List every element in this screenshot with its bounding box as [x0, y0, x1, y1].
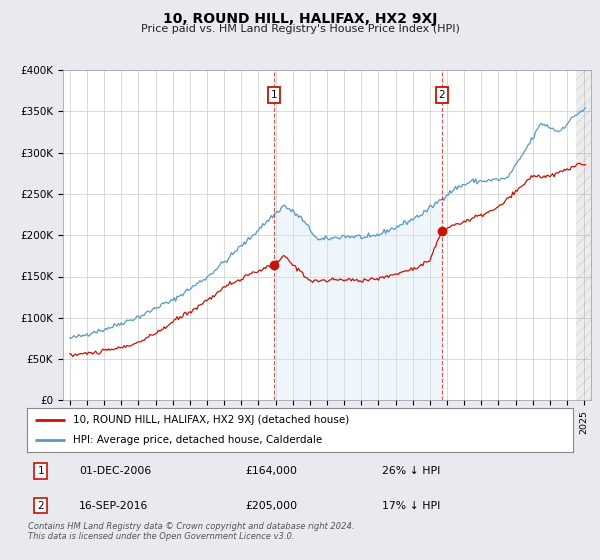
Text: 10, ROUND HILL, HALIFAX, HX2 9XJ (detached house): 10, ROUND HILL, HALIFAX, HX2 9XJ (detach… [73, 415, 350, 425]
Text: 1: 1 [271, 90, 277, 100]
Text: £205,000: £205,000 [245, 501, 298, 511]
Text: £164,000: £164,000 [245, 466, 298, 477]
Text: 1: 1 [37, 466, 44, 477]
Text: 2: 2 [439, 90, 445, 100]
Text: 10, ROUND HILL, HALIFAX, HX2 9XJ: 10, ROUND HILL, HALIFAX, HX2 9XJ [163, 12, 437, 26]
Text: Price paid vs. HM Land Registry's House Price Index (HPI): Price paid vs. HM Land Registry's House … [140, 24, 460, 34]
Text: 26% ↓ HPI: 26% ↓ HPI [382, 466, 440, 477]
Bar [575, 70, 591, 400]
Text: HPI: Average price, detached house, Calderdale: HPI: Average price, detached house, Cald… [73, 435, 323, 445]
Text: 2: 2 [37, 501, 44, 511]
Text: Contains HM Land Registry data © Crown copyright and database right 2024.
This d: Contains HM Land Registry data © Crown c… [28, 522, 355, 542]
Text: 17% ↓ HPI: 17% ↓ HPI [382, 501, 440, 511]
Text: 01-DEC-2006: 01-DEC-2006 [79, 466, 151, 477]
Text: 16-SEP-2016: 16-SEP-2016 [79, 501, 148, 511]
